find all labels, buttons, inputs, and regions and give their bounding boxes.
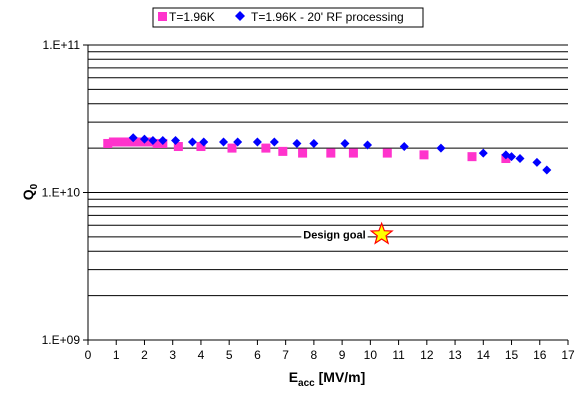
data-point-series-2 <box>158 136 168 146</box>
legend: T=1.96K T=1.96K - 20' RF processing <box>152 7 424 28</box>
x-tick-label: 13 <box>448 348 462 362</box>
data-point-series-1 <box>144 137 154 147</box>
data-point-series-2 <box>139 134 149 144</box>
y-axis-label-sub: 0 <box>29 183 40 189</box>
y-tick-label: 1.E+09 <box>42 333 81 347</box>
data-point-series-2 <box>399 142 409 152</box>
data-point-series-2 <box>148 136 158 146</box>
annotation-layer: Design goal <box>301 221 394 245</box>
legend-marker-series-1 <box>158 12 167 21</box>
legend-label-series-2: T=1.96K - 20' RF processing <box>251 10 404 24</box>
x-tick-label: 14 <box>477 348 491 362</box>
data-point-series-1 <box>382 148 392 158</box>
design-goal-star-icon <box>369 221 394 245</box>
data-point-series-2 <box>128 133 138 143</box>
x-tick-label: 9 <box>339 348 346 362</box>
data-point-series-2 <box>532 157 542 167</box>
x-tick-label: 4 <box>198 348 205 362</box>
x-tick-label: 8 <box>311 348 318 362</box>
legend-marker-series-2 <box>235 11 245 21</box>
data-point-series-1 <box>135 137 145 147</box>
x-axis-label-main: E <box>289 369 298 385</box>
x-tick-label: 7 <box>282 348 289 362</box>
data-point-series-2 <box>269 137 279 147</box>
x-tick-label: 1 <box>113 348 120 362</box>
data-point-series-1 <box>152 138 162 148</box>
data-point-series-1 <box>121 137 131 147</box>
x-axis-label: Eacc [MV/m] <box>289 369 366 389</box>
x-tick-label: 6 <box>254 348 261 362</box>
data-point-series-2 <box>252 137 262 147</box>
data-point-series-1 <box>173 142 183 152</box>
data-point-series-2 <box>340 138 350 148</box>
x-tick-label: 10 <box>364 348 378 362</box>
data-point-series-1 <box>326 148 336 158</box>
data-point-series-1 <box>348 148 358 158</box>
data-point-series-1 <box>227 143 237 153</box>
axes: 0 1 2 3 4 5 6 7 8 9 10 11 12 13 14 15 16 171.E+091.E+101.… <box>42 38 575 362</box>
data-point-series-2 <box>363 140 373 150</box>
data-point-series-2 <box>219 137 229 147</box>
data-point-series-1 <box>103 138 113 148</box>
data-point-series-2 <box>478 148 488 158</box>
x-tick-label: 12 <box>420 348 434 362</box>
data-marks <box>103 133 552 175</box>
y-tick-label: 1.E+10 <box>42 186 81 200</box>
legend-label-series-1: T=1.96K <box>169 10 215 24</box>
data-point-series-1 <box>419 150 429 160</box>
x-tick-label: 16 <box>533 348 547 362</box>
data-point-series-2 <box>292 138 302 148</box>
x-tick-label: 11 <box>392 348 405 362</box>
data-point-series-1 <box>278 146 288 156</box>
design-goal-label-background <box>301 228 368 243</box>
x-tick-label: 2 <box>141 348 148 362</box>
x-tick-label: 15 <box>505 348 519 362</box>
data-point-series-1 <box>298 148 308 158</box>
design-goal-label: Design goal <box>303 229 365 241</box>
legend-box <box>152 7 424 28</box>
data-point-series-2 <box>507 152 517 162</box>
data-point-series-2 <box>233 137 243 147</box>
data-point-series-1 <box>261 143 271 153</box>
x-axis-label-sub: acc <box>298 378 315 389</box>
data-point-series-2 <box>171 136 181 146</box>
data-point-series-1 <box>196 142 206 152</box>
x-axis-label-rest: [MV/m] <box>315 369 366 385</box>
x-tick-label: 17 <box>561 348 575 362</box>
data-point-series-2 <box>542 165 552 175</box>
x-tick-label: 3 <box>169 348 176 362</box>
data-point-series-1 <box>467 152 477 162</box>
data-point-series-2 <box>515 154 525 164</box>
data-point-series-2 <box>187 137 197 147</box>
data-point-series-2 <box>199 137 209 147</box>
x-tick-label: 5 <box>226 348 233 362</box>
gridlines <box>88 44 568 297</box>
data-point-series-2 <box>309 138 319 148</box>
y-axis-label: Q0 <box>20 183 40 200</box>
data-point-series-2 <box>436 143 446 153</box>
x-tick-label: 0 <box>85 348 92 362</box>
y-axis-label-main: Q <box>20 189 36 200</box>
y-tick-label: 1.E+11 <box>43 38 81 52</box>
